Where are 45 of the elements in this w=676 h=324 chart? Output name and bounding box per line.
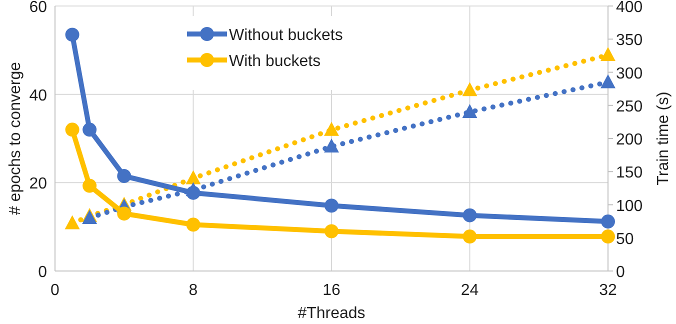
point	[324, 198, 338, 213]
legend-label: With buckets	[229, 53, 321, 70]
y-tick-label: 20	[29, 176, 48, 193]
point	[462, 82, 478, 96]
x-tick-label: 8	[188, 282, 198, 299]
y2-tick-label: 150	[616, 164, 643, 182]
y2-tick-label: 50	[616, 230, 634, 248]
point	[601, 230, 615, 244]
point	[600, 74, 616, 88]
point	[64, 215, 80, 230]
x-tick-label: 32	[599, 282, 617, 299]
point	[600, 47, 616, 62]
y2-tick-label: 0	[616, 264, 625, 281]
x-tick-label: 0	[50, 282, 60, 299]
point	[65, 28, 80, 42]
point	[324, 138, 339, 152]
y2-axis-title: Train time (s)	[655, 92, 672, 186]
point	[117, 206, 132, 221]
point	[462, 230, 477, 244]
point	[462, 104, 478, 118]
y2-tick-label: 100	[616, 198, 643, 215]
x-axis-title: #Threads	[298, 305, 366, 322]
x-tick-label: 16	[322, 282, 340, 299]
point	[82, 178, 97, 193]
point	[186, 170, 201, 184]
point	[82, 122, 97, 137]
point	[186, 218, 200, 232]
y-axis-title: # epochs to converge	[7, 62, 24, 215]
y2-tick-label: 400	[616, 0, 643, 16]
y-tick-label: 40	[29, 87, 48, 104]
legend-label: Without buckets	[229, 27, 343, 44]
y-tick-label: 0	[38, 264, 48, 281]
point	[601, 214, 615, 229]
y2-tick-label: 300	[616, 65, 643, 82]
y2-tick-label: 350	[616, 32, 643, 50]
point	[324, 122, 339, 136]
y2-tick-label: 250	[616, 98, 643, 116]
y2-tick-label: 200	[616, 132, 643, 148]
point	[324, 224, 338, 238]
x-tick-label: 24	[460, 282, 479, 299]
point	[65, 122, 80, 137]
point	[186, 186, 200, 200]
point	[117, 169, 132, 184]
point	[462, 208, 477, 222]
y-tick-label: 60	[29, 0, 48, 16]
